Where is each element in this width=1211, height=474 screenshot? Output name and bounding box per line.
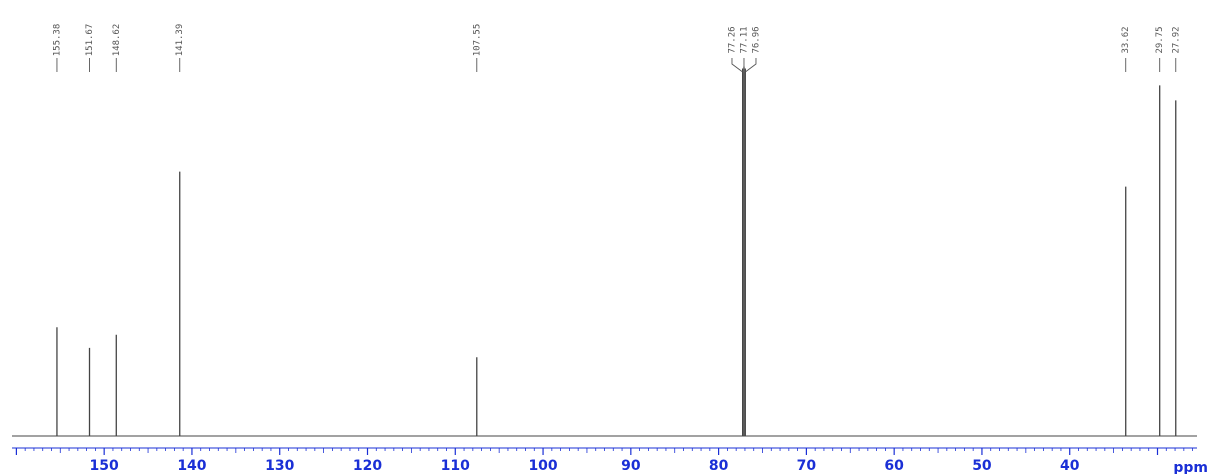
- peak-label-9: 29.75: [1155, 26, 1165, 53]
- peak-label-2: 148.62: [112, 24, 122, 57]
- peak-labels: 155.38 151.67 148.62 141.39 107.55 77.26 77.11…: [52, 24, 1181, 73]
- peak-label-6: 77.11: [739, 26, 749, 53]
- peak-label-3: 141.39: [175, 24, 185, 57]
- x-tick-label-100: 100: [528, 458, 557, 474]
- peak-label-5: 77.26: [727, 26, 737, 53]
- peak-leader-7: [745, 58, 757, 73]
- x-tick-label-60: 60: [884, 458, 904, 474]
- x-tick-label-90: 90: [621, 458, 641, 474]
- peak-leader-5: [731, 58, 743, 73]
- x-tick-label-40: 40: [1060, 458, 1080, 474]
- peak-label-1: 151.67: [85, 24, 95, 57]
- peak-label-8: 33.62: [1121, 26, 1131, 53]
- x-tick-label-80: 80: [709, 458, 729, 474]
- peak-label-10: 27.92: [1171, 26, 1181, 53]
- peak-label-4: 107.55: [472, 24, 482, 57]
- x-tick-label-150: 150: [90, 458, 119, 474]
- peak-lines: [56, 66, 1177, 436]
- x-tick-label-130: 130: [265, 458, 294, 474]
- x-axis: 150 140 130 120 110 100 90 80 70 60 50 40: [12, 447, 1197, 474]
- x-tick-label-110: 110: [441, 458, 470, 474]
- x-tick-label-50: 50: [972, 458, 992, 474]
- x-tick-label-70: 70: [797, 458, 817, 474]
- x-tick-label-140: 140: [177, 458, 206, 474]
- x-axis-unit-label: ppm: [1173, 460, 1208, 474]
- x-tick-label-120: 120: [353, 458, 382, 474]
- peak-label-7: 76.96: [751, 26, 761, 53]
- peak-label-0: 155.38: [52, 24, 62, 57]
